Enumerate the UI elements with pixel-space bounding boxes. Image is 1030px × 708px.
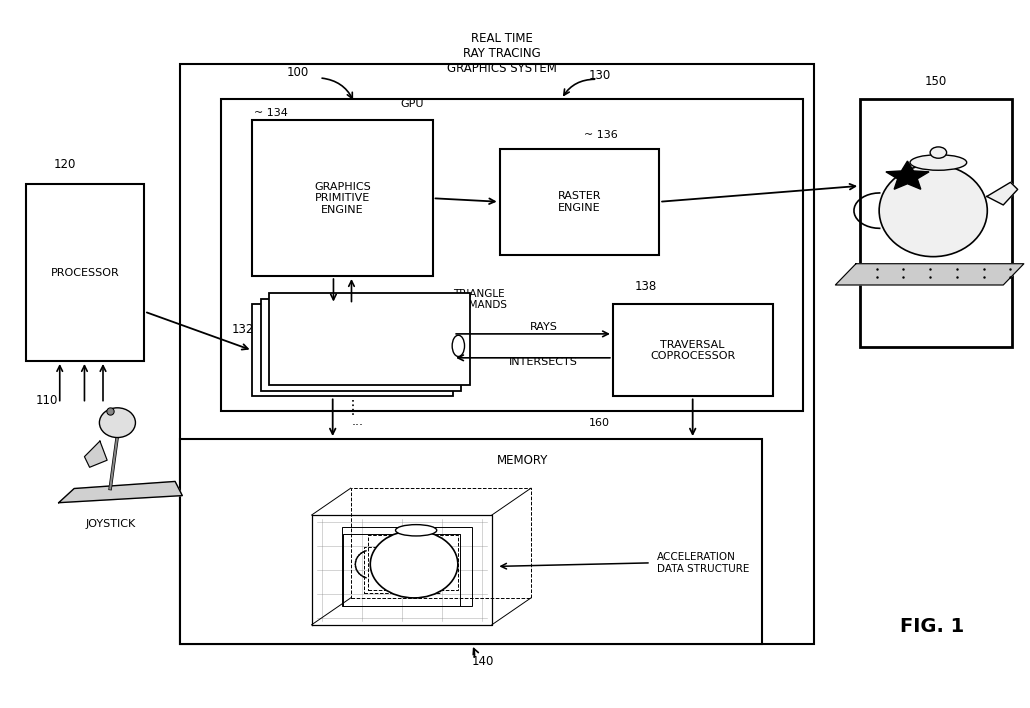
Ellipse shape — [452, 335, 465, 357]
Polygon shape — [59, 481, 182, 503]
Polygon shape — [987, 182, 1018, 205]
Text: ACCELERATION
DATA STRUCTURE: ACCELERATION DATA STRUCTURE — [657, 552, 750, 573]
Text: TRIANGLE
COMANDS: TRIANGLE COMANDS — [453, 289, 507, 310]
Bar — [391, 542, 445, 575]
Ellipse shape — [911, 155, 967, 171]
Bar — [26, 184, 144, 361]
Polygon shape — [84, 441, 107, 467]
Text: 120: 120 — [54, 158, 76, 171]
Text: 132: 132 — [232, 323, 254, 336]
Bar — [613, 304, 772, 396]
Text: 140: 140 — [472, 655, 494, 668]
Bar — [252, 304, 453, 396]
Text: RAYS: RAYS — [529, 321, 557, 331]
Text: ~ 136: ~ 136 — [584, 130, 618, 139]
Bar — [311, 515, 492, 624]
Polygon shape — [835, 263, 1024, 285]
Text: JOYSTICK: JOYSTICK — [85, 519, 135, 529]
Text: 160: 160 — [589, 418, 610, 428]
Text: 110: 110 — [36, 394, 59, 406]
Ellipse shape — [880, 165, 988, 256]
Text: 100: 100 — [286, 66, 309, 79]
Text: RASTER
ENGINE: RASTER ENGINE — [557, 191, 602, 212]
Bar — [500, 149, 659, 255]
Bar — [180, 64, 814, 644]
Text: GRAPHICS
PRIMITIVE
ENGINE: GRAPHICS PRIMITIVE ENGINE — [314, 182, 371, 215]
Text: GPU: GPU — [401, 99, 423, 109]
Text: ~ 134: ~ 134 — [254, 108, 288, 118]
Bar — [261, 299, 461, 391]
Text: INTERSECTS: INTERSECTS — [509, 357, 578, 367]
Text: TRAVERSAL
COPROCESSOR: TRAVERSAL COPROCESSOR — [650, 340, 735, 361]
Text: 130: 130 — [589, 69, 612, 82]
Ellipse shape — [99, 408, 135, 438]
Text: ...: ... — [352, 415, 364, 428]
Polygon shape — [886, 161, 929, 189]
Ellipse shape — [370, 531, 457, 598]
Text: FIG. 1: FIG. 1 — [900, 617, 964, 636]
Bar — [860, 99, 1012, 347]
Bar — [342, 527, 472, 605]
Text: 138: 138 — [634, 280, 657, 292]
Bar — [269, 293, 470, 385]
Bar — [221, 99, 803, 411]
Text: STREAMING
MULTI-PROCESSORS: STREAMING MULTI-PROCESSORS — [305, 334, 417, 355]
Ellipse shape — [396, 525, 437, 536]
Bar — [180, 439, 762, 644]
Text: 150: 150 — [925, 75, 948, 88]
Bar — [368, 535, 458, 590]
Bar — [252, 120, 433, 276]
Text: REAL TIME
RAY TRACING
GRAPHICS SYSTEM: REAL TIME RAY TRACING GRAPHICS SYSTEM — [447, 32, 556, 75]
Text: PROCESSOR: PROCESSOR — [50, 268, 119, 278]
Text: MEMORY: MEMORY — [497, 454, 548, 467]
Ellipse shape — [930, 147, 947, 159]
